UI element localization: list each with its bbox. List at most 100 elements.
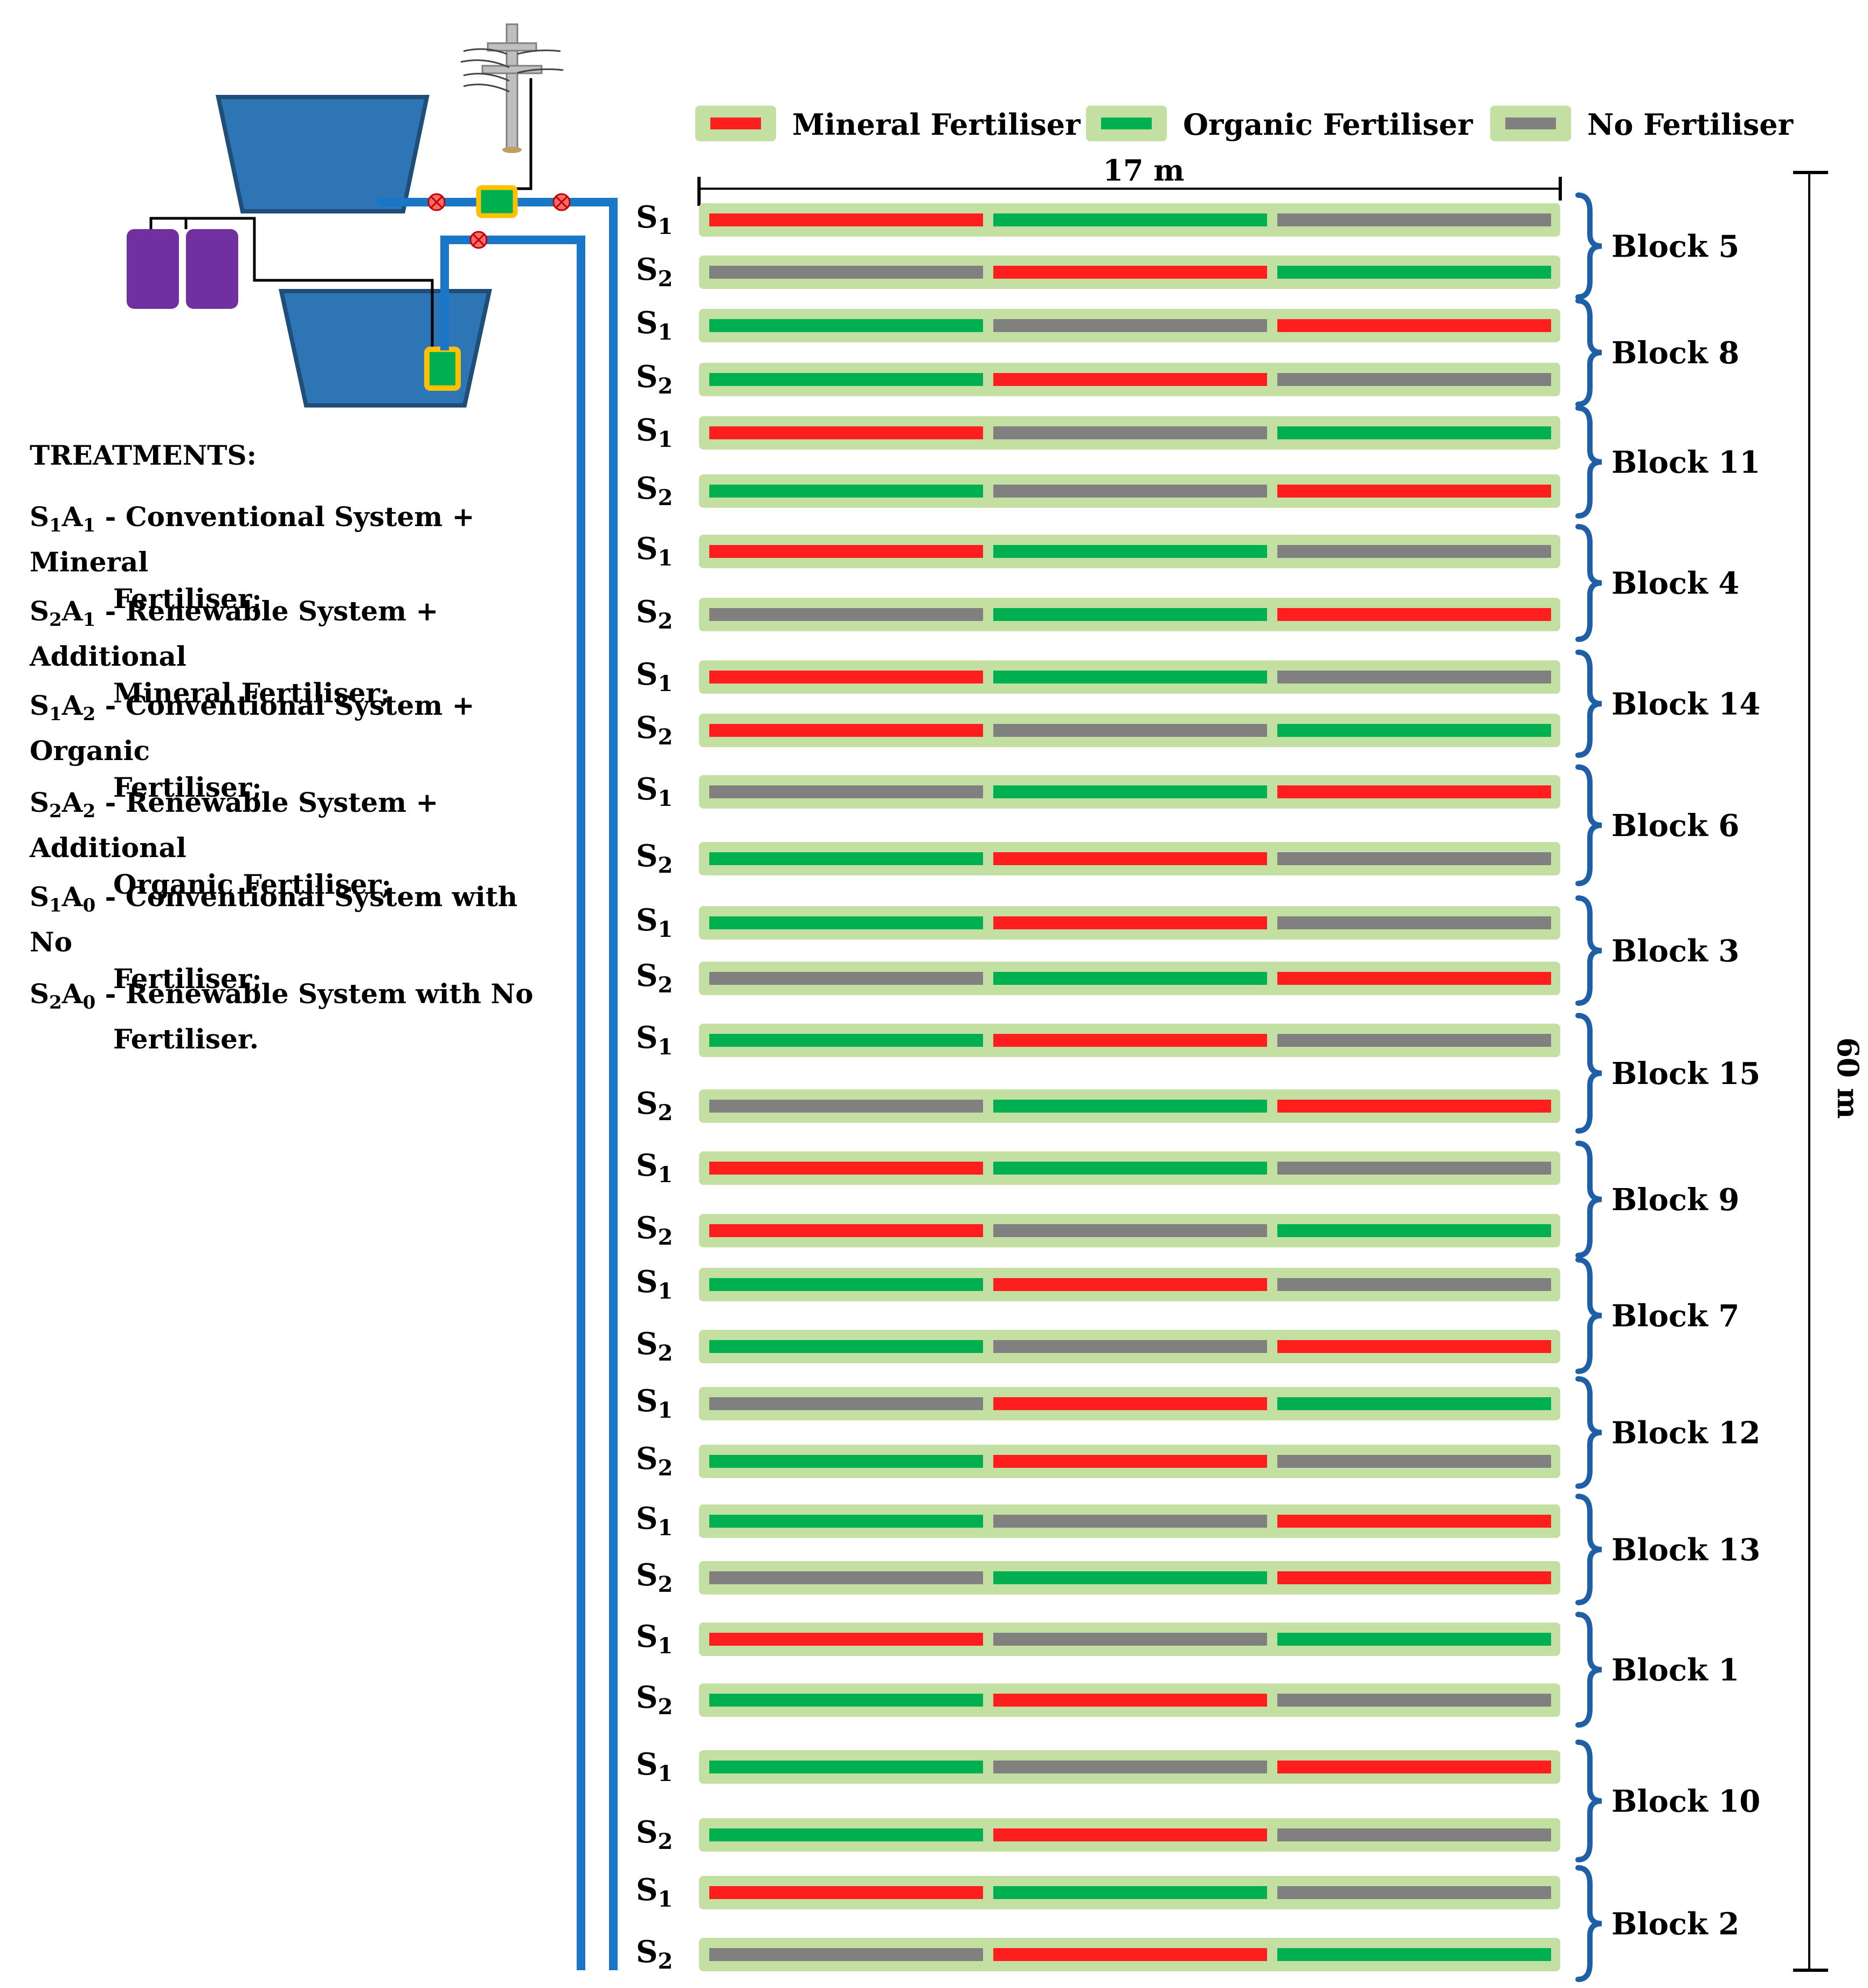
length-dimension: 60 m (1793, 171, 1865, 1972)
legend-none-swatch (1505, 118, 1556, 129)
treatment-strip-none (709, 1100, 983, 1113)
treatment-strip-none (993, 426, 1267, 439)
subplot-label: S2 (636, 1086, 673, 1126)
treatment-strip-organic (993, 1886, 1267, 1899)
treatment-strip-mineral (709, 426, 983, 439)
irrigation-system (127, 23, 618, 1970)
treatment-code: S2A2 (30, 786, 96, 822)
treatment-strip-mineral (993, 1828, 1267, 1841)
treatments-title: TREATMENTS: (30, 439, 257, 471)
plot-row-s2 (699, 1089, 1560, 1123)
block: S1 S2 Block 5 (636, 192, 1739, 300)
surface-pump (476, 185, 518, 218)
treatment-strip-mineral (1277, 485, 1551, 498)
treatment-strip-none (1277, 545, 1551, 558)
block-label: Block 7 (1611, 1299, 1739, 1334)
subplot-label: S2 (636, 958, 673, 998)
plot-row-s2 (699, 598, 1560, 631)
treatment-strip-organic (1277, 1397, 1551, 1410)
treatment-strip-mineral (709, 671, 983, 684)
block: S1 S2 Block 14 (636, 650, 1760, 758)
treatment-separator: - (95, 689, 126, 721)
plot-row-s1 (699, 1504, 1560, 1538)
treatment-strip-mineral (1277, 1571, 1551, 1584)
treatment-strip-organic (709, 1455, 983, 1468)
treatment-strip-mineral (1277, 1761, 1551, 1773)
subplot-label: S1 (636, 199, 673, 239)
treatment-strip-organic (709, 852, 983, 865)
block-label: Block 13 (1611, 1533, 1760, 1568)
treatment-strip-organic (993, 545, 1267, 558)
block-label: Block 6 (1611, 808, 1739, 844)
treatment-strip-none (993, 1340, 1267, 1353)
subplot-label: S1 (636, 412, 673, 452)
treatment-separator: - (95, 501, 126, 533)
treatment-strip-organic (993, 608, 1267, 621)
plot-row-s2 (699, 1330, 1560, 1363)
treatment-item: S1A1 - Conventional System + Mineral Fert… (30, 499, 569, 617)
subplot-label: S1 (636, 1619, 673, 1659)
treatment-strip-organic (709, 485, 983, 498)
treatment-strip-mineral (1277, 1100, 1551, 1113)
subplot-label: S1 (636, 1264, 673, 1304)
submersible-pump (424, 347, 461, 391)
subplot-label: S1 (636, 1383, 673, 1423)
plot-row-s1 (699, 1387, 1560, 1420)
plot-row-s2 (699, 1561, 1560, 1594)
plot-row-s1 (699, 416, 1560, 450)
treatment-strip-none (1277, 916, 1551, 929)
block-brace (1575, 1257, 1602, 1374)
treatment-strip-none (709, 608, 983, 621)
treatment-strip-organic (709, 1515, 983, 1528)
plot-row-s1 (699, 309, 1560, 342)
width-dimension-label: 17 m (1103, 153, 1184, 188)
plot-row-s1 (699, 1750, 1560, 1784)
treatment-strip-organic (1277, 266, 1551, 279)
block-brace (1575, 895, 1602, 1006)
treatment-strip-mineral (993, 1034, 1267, 1047)
treatment-strip-organic (1277, 426, 1551, 439)
plot-row-s2 (699, 714, 1560, 747)
legend-organic-swatch (1101, 118, 1152, 129)
plot-row-s1 (699, 775, 1560, 809)
treatment-strip-mineral (709, 724, 983, 737)
treatment-strip-none (993, 724, 1267, 737)
plot-row-s1 (699, 906, 1560, 940)
plot-row-s2 (699, 1938, 1560, 1971)
treatment-strip-mineral (993, 1694, 1267, 1707)
plot-row-s2 (699, 962, 1560, 995)
block: S1 S2 Block 7 (636, 1257, 1739, 1374)
block: S1 S2 Block 13 (636, 1494, 1760, 1605)
treatment-strip-none (993, 1224, 1267, 1237)
treatment-strip-mineral (993, 1278, 1267, 1291)
legend: Mineral Fertiliser Organic Fertiliser No… (695, 106, 1794, 142)
treatment-strip-organic (993, 1162, 1267, 1175)
plot-row-s2 (699, 256, 1560, 289)
treatment-strip-organic (709, 1694, 983, 1707)
subplot-label: S1 (636, 1148, 673, 1188)
block: S1 S2 Block 1 (636, 1612, 1739, 1728)
block-label: Block 3 (1611, 934, 1739, 969)
treatment-code: S1A0 (30, 881, 96, 916)
treatment-strip-none (709, 1397, 983, 1410)
width-dimension: 17 m (697, 153, 1562, 206)
treatment-strip-mineral (993, 1455, 1267, 1468)
treatment-strip-mineral (709, 1886, 983, 1899)
subplot-label: S2 (636, 710, 673, 750)
block-brace (1575, 764, 1602, 886)
treatment-strip-none (1277, 373, 1551, 386)
treatment-strip-none (1277, 1455, 1551, 1468)
treatment-strip-none (1277, 671, 1551, 684)
treatment-desc-line2: Organic Fertiliser; (113, 868, 392, 900)
treatment-strip-none (1277, 852, 1551, 865)
treatment-separator: - (95, 881, 126, 913)
block-label: Block 10 (1611, 1784, 1760, 1819)
treatment-strip-organic (993, 1571, 1267, 1584)
block-label: Block 12 (1611, 1416, 1760, 1451)
block-brace (1575, 405, 1602, 519)
treatment-strip-organic (709, 1340, 983, 1353)
treatment-desc-line1: Conventional System + Organic (30, 689, 475, 767)
treatment-strip-organic (1277, 724, 1551, 737)
treatment-item: S2A1 - Renewable System + Additional Mine… (30, 593, 569, 712)
